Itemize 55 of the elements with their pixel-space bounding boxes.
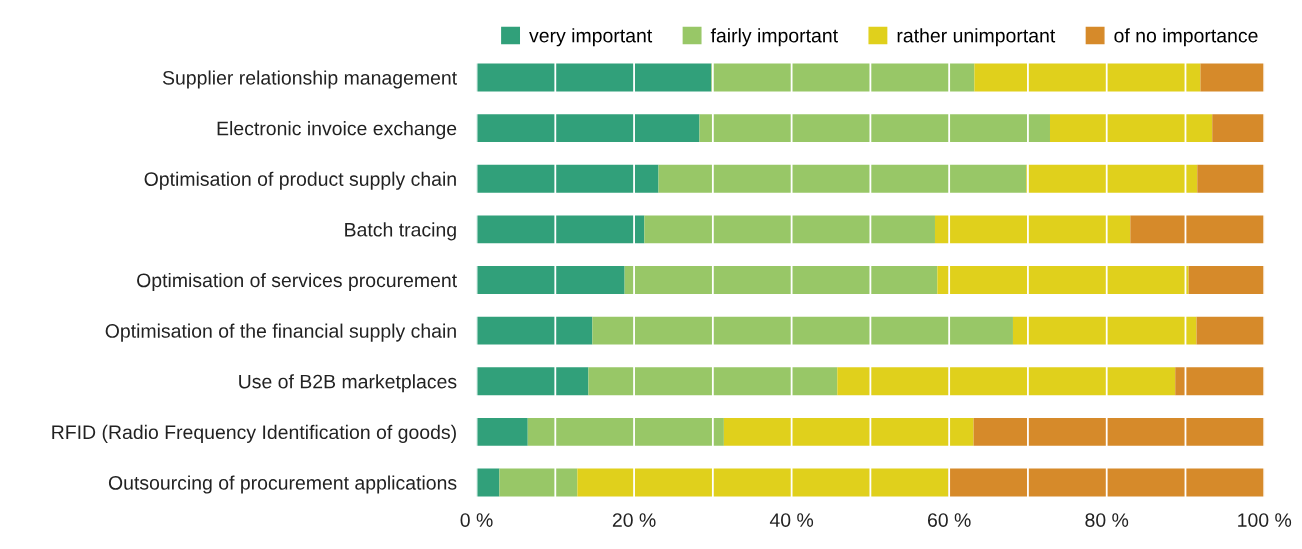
x-tick-label: 60 %	[927, 513, 971, 527]
bar	[973, 417, 1265, 446]
bar	[934, 215, 1131, 244]
bar	[937, 266, 1189, 294]
legend-label: fairly important	[710, 28, 838, 47]
y-tick-label: RFID (Radio Frequency Identification of goods)	[52, 424, 456, 443]
y-tick-label: Optimisation of the financial supply chain	[105, 323, 456, 342]
bar	[476, 468, 500, 497]
legend-label: very important	[529, 28, 653, 47]
bar	[837, 367, 1176, 396]
bar	[644, 215, 935, 244]
y-tick-label: Batch tracing	[345, 222, 456, 241]
bar	[1196, 316, 1265, 345]
bar	[476, 367, 589, 396]
x-tick-label: 40 %	[769, 513, 814, 527]
bar	[476, 164, 659, 193]
bar	[577, 468, 949, 497]
bar	[711, 63, 975, 92]
bar	[476, 316, 593, 345]
bar	[1188, 266, 1265, 294]
legend-label: of no importance	[1114, 28, 1258, 47]
bar	[948, 468, 1265, 497]
x-tick-label: 20 %	[612, 513, 656, 527]
bar	[1026, 164, 1198, 193]
x-tick-label: 0 %	[460, 513, 493, 527]
bar	[499, 468, 578, 497]
y-tick-label: Optimisation of services procurement	[137, 272, 457, 292]
bar	[476, 266, 625, 294]
bar	[476, 417, 528, 446]
bar	[974, 63, 1201, 92]
x-tick-label: 100 %	[1238, 513, 1292, 527]
y-tick-label: Supplier relationship management	[162, 70, 457, 89]
bar	[1212, 114, 1265, 143]
bar	[1012, 316, 1197, 345]
bar	[658, 164, 1027, 193]
bar	[699, 114, 1050, 143]
x-tick-label: 80 %	[1085, 513, 1129, 527]
y-tick-label: Optimisation of product supply chain	[144, 171, 456, 190]
bar	[476, 63, 712, 92]
y-tick-label: Outsourcing of procurement applications	[108, 475, 457, 494]
bar	[723, 417, 974, 446]
y-tick-label: Use of B2B marketplaces	[239, 374, 457, 393]
legend-label: rather unimportant	[897, 28, 1056, 47]
bar	[476, 114, 700, 143]
bar	[624, 266, 938, 294]
y-tick-label: Electronic invoice exchange	[217, 121, 457, 140]
bar	[1197, 164, 1265, 193]
bar	[588, 367, 838, 396]
bar	[527, 417, 724, 446]
bar	[592, 316, 1013, 345]
bar	[1175, 367, 1265, 396]
bar	[1200, 63, 1265, 92]
bar	[1049, 114, 1213, 143]
bar	[1130, 215, 1265, 244]
bar	[476, 215, 645, 244]
